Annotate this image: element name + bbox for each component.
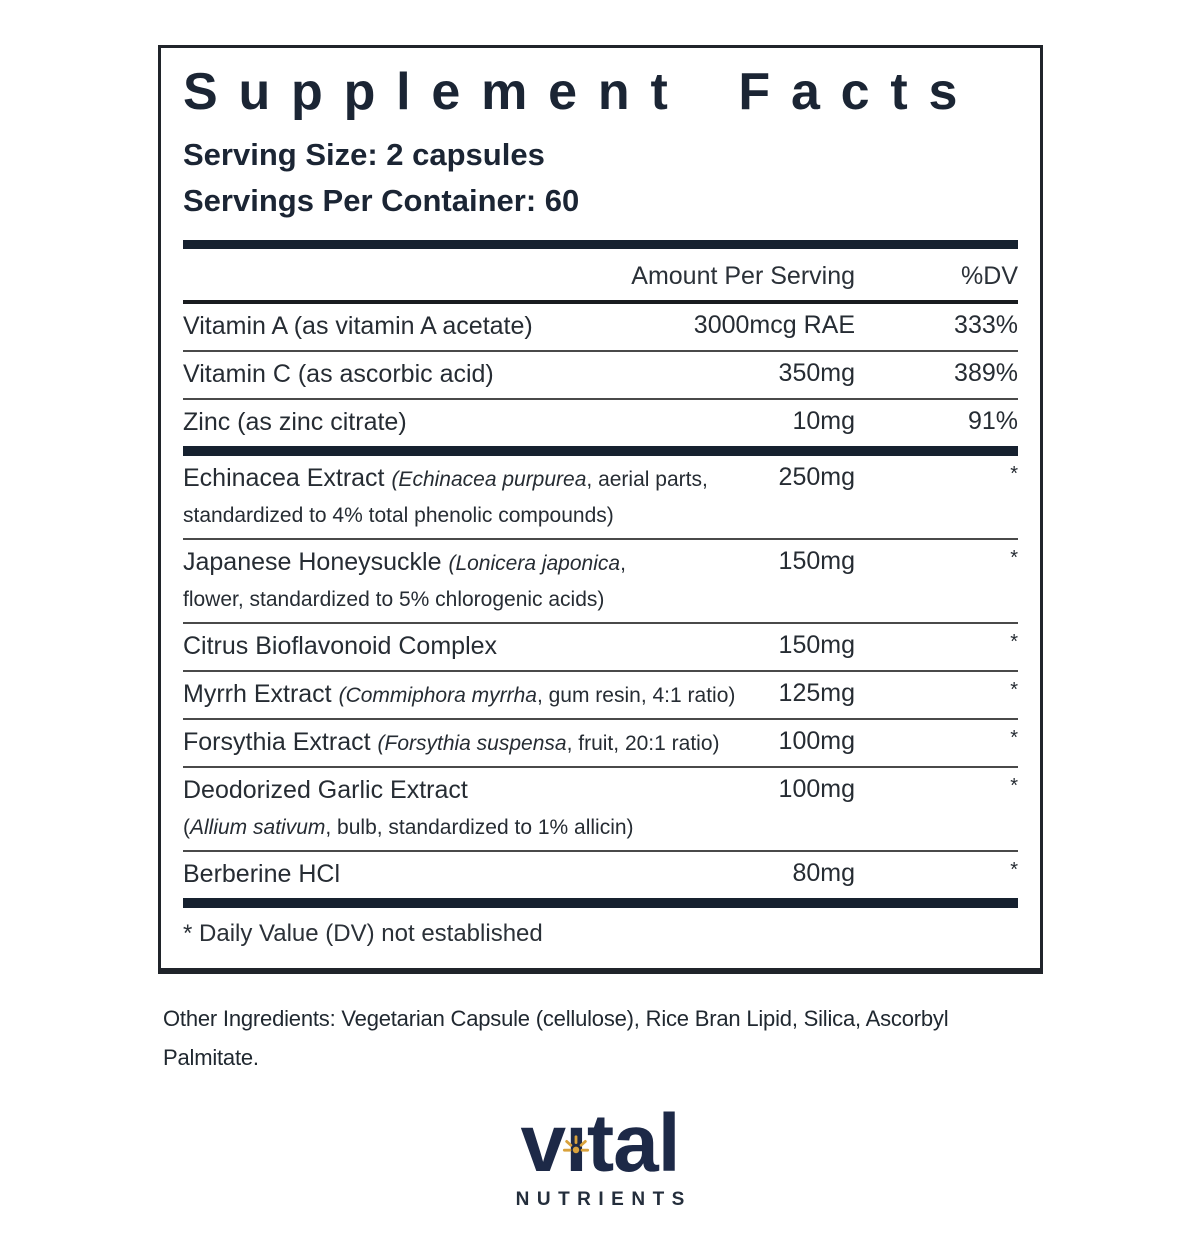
table-row: Echinacea Extract (Echinacea purpurea, a… [183, 456, 1018, 538]
logo-wordmark: v ıtal [520, 1103, 680, 1185]
dv-value: * [1010, 679, 1018, 702]
table-row: Berberine HCl 80mg * [183, 850, 1018, 898]
table-row: Zinc (as zinc citrate) 10mg 91% [183, 398, 1018, 446]
table-mid-bar [183, 446, 1018, 457]
supplement-facts-panel: Supplement Facts Serving Size: 2 capsule… [158, 45, 1043, 975]
table-row: Forsythia Extract (Forsythia suspensa, f… [183, 718, 1018, 766]
ingredient-name: Citrus Bioflavonoid Complex [183, 632, 498, 661]
header-rule [183, 300, 1018, 305]
servings-per-container: Servings Per Container: 60 [183, 182, 580, 218]
dv-value: 389% [954, 359, 1018, 388]
sparkle-icon [562, 1095, 590, 1154]
logo-wordmark-post: tal [586, 1098, 681, 1190]
herbal-section: Echinacea Extract (Echinacea purpurea, a… [183, 456, 1018, 898]
table-row: Myrrh Extract (Commiphora myrrha, gum re… [183, 670, 1018, 718]
ingredient-name: Vitamin A (as vitamin A acetate) [183, 312, 533, 341]
table-header-row: Amount Per Serving %DV [183, 249, 1018, 300]
ingredient-name: Berberine HCl [183, 860, 341, 889]
ingredient-name: Zinc (as zinc citrate) [183, 408, 407, 437]
amount-value: 250mg [778, 463, 855, 492]
column-header-dv: %DV [961, 262, 1018, 291]
dv-value: 333% [954, 311, 1018, 340]
ingredient-name: Forsythia Extract (Forsythia suspensa, f… [183, 728, 720, 757]
dv-value: 91% [967, 407, 1018, 436]
amount-value: 100mg [778, 775, 855, 804]
amount-value: 350mg [778, 359, 855, 388]
dv-value: * [1010, 775, 1018, 798]
table-top-bar [183, 240, 1018, 250]
column-header-amount: Amount Per Serving [631, 262, 855, 291]
logo-subtext: NUTRIENTS [515, 1189, 692, 1211]
amount-value: 125mg [778, 679, 855, 708]
table-row: Citrus Bioflavonoid Complex 150mg * [183, 622, 1018, 670]
dv-footnote: * Daily Value (DV) not established [183, 920, 543, 948]
vitamins-section: Vitamin A (as vitamin A acetate) 3000mcg … [183, 304, 1018, 446]
ingredient-name: Japanese Honeysuckle (Lonicera japonica,… [183, 548, 626, 612]
amount-value: 80mg [792, 859, 855, 888]
panel-title: Supplement Facts [183, 63, 979, 121]
brand-logo: v ıtal NUTRIENTS [0, 1103, 1200, 1211]
dv-value: * [1010, 547, 1018, 570]
table-row: Vitamin A (as vitamin A acetate) 3000mcg … [183, 304, 1018, 350]
amount-value: 3000mcg RAE [693, 311, 855, 340]
ingredient-name: Echinacea Extract (Echinacea purpurea, a… [183, 464, 708, 528]
ingredient-name: Myrrh Extract (Commiphora myrrha, gum re… [183, 680, 736, 709]
ingredient-name: Deodorized Garlic Extract (Allium sativum… [183, 776, 634, 840]
table-bottom-bar [183, 898, 1018, 909]
amount-value: 10mg [792, 407, 855, 436]
dv-value: * [1010, 463, 1018, 486]
table-row: Deodorized Garlic Extract (Allium sativum… [183, 766, 1018, 850]
serving-size: Serving Size: 2 capsules [183, 137, 545, 173]
amount-value: 100mg [778, 727, 855, 756]
table-row: Vitamin C (as ascorbic acid) 350mg 389% [183, 350, 1018, 398]
ingredient-name: Vitamin C (as ascorbic acid) [183, 360, 494, 389]
dv-value: * [1010, 631, 1018, 654]
logo-wordmark-pre: v [520, 1098, 566, 1190]
amount-value: 150mg [778, 547, 855, 576]
dv-value: * [1010, 859, 1018, 882]
table-row: Japanese Honeysuckle (Lonicera japonica,… [183, 538, 1018, 622]
dv-value: * [1010, 727, 1018, 750]
other-ingredients: Other Ingredients: Vegetarian Capsule (c… [163, 1006, 949, 1070]
amount-value: 150mg [778, 631, 855, 660]
